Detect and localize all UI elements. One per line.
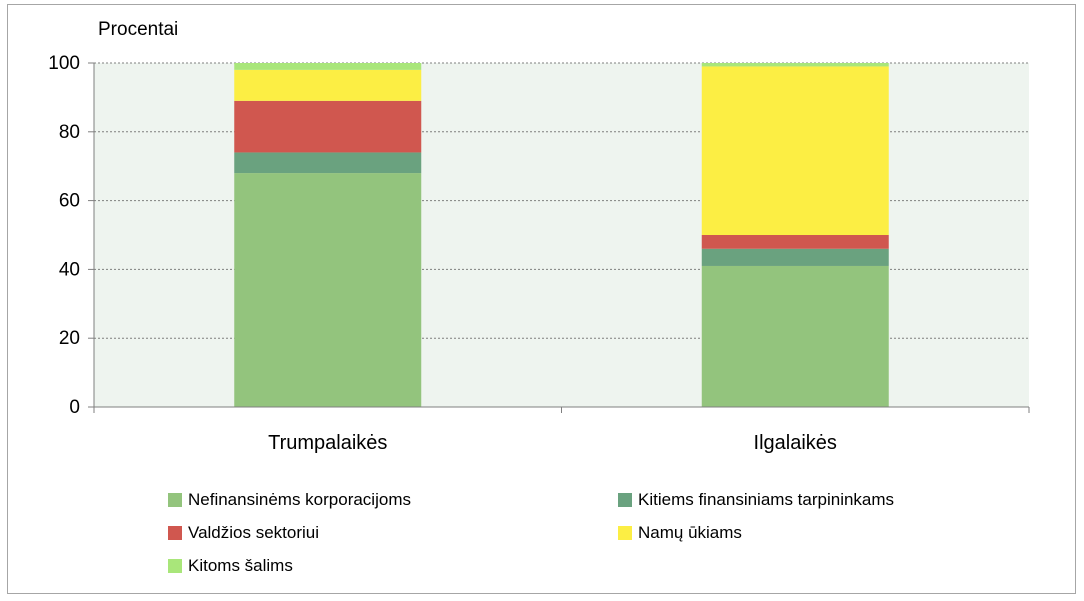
legend-label: Namų ūkiams bbox=[638, 523, 742, 542]
bar-segment bbox=[234, 152, 422, 174]
y-axis-title: Procentai bbox=[98, 19, 178, 40]
legend-item: Nefinansinėms korporacijoms bbox=[168, 490, 411, 510]
x-tick-label: Ilgalaikės bbox=[754, 432, 837, 454]
y-tick-label: 20 bbox=[59, 328, 80, 349]
bar-segment bbox=[234, 63, 422, 70]
y-tick-label: 40 bbox=[59, 259, 80, 280]
chart-frame: 0 20 40 60 80 100 Trumpalaikės Ilgalaikės Proce… bbox=[7, 4, 1076, 594]
axes: 0 20 40 60 80 100 Trumpalaikės Ilgalaikės bbox=[48, 53, 1030, 454]
legend-label: Valdžios sektoriui bbox=[188, 523, 320, 542]
bar-segment bbox=[701, 248, 889, 266]
legend-swatch bbox=[168, 493, 182, 507]
legend-label: Nefinansinėms korporacijoms bbox=[188, 490, 411, 509]
y-tick-label: 80 bbox=[59, 122, 80, 143]
legend-swatch bbox=[618, 526, 632, 540]
bar-segment bbox=[234, 173, 422, 407]
legend-label: Kitiems finansiniams tarpininkams bbox=[638, 490, 895, 509]
legend-item: Valdžios sektoriui bbox=[168, 523, 319, 543]
legend-swatch bbox=[168, 526, 182, 540]
x-tick-label: Trumpalaikės bbox=[268, 432, 387, 454]
bar-segment bbox=[701, 265, 889, 407]
bar-segment bbox=[701, 63, 889, 67]
bar-segment bbox=[234, 69, 422, 101]
bars bbox=[234, 63, 889, 407]
bar-segment bbox=[234, 100, 422, 153]
chart-svg: 0 20 40 60 80 100 Trumpalaikės Ilgalaikės Proce… bbox=[48, 19, 1030, 454]
legend-swatch bbox=[168, 559, 182, 573]
y-tick-label: 60 bbox=[59, 191, 80, 212]
legend-swatch bbox=[618, 493, 632, 507]
legend-item: Namų ūkiams bbox=[618, 523, 742, 543]
legend-item: Kitiems finansiniams tarpininkams bbox=[618, 490, 894, 510]
y-tick-label: 100 bbox=[48, 53, 80, 74]
legend: Nefinansinėms korporacijoms Kitiems finan… bbox=[168, 490, 1048, 590]
legend-label: Kitoms šalims bbox=[188, 556, 293, 575]
bar-segment bbox=[701, 66, 889, 235]
y-tick-label: 0 bbox=[69, 397, 80, 418]
bar-segment bbox=[701, 235, 889, 249]
legend-item: Kitoms šalims bbox=[168, 556, 293, 576]
